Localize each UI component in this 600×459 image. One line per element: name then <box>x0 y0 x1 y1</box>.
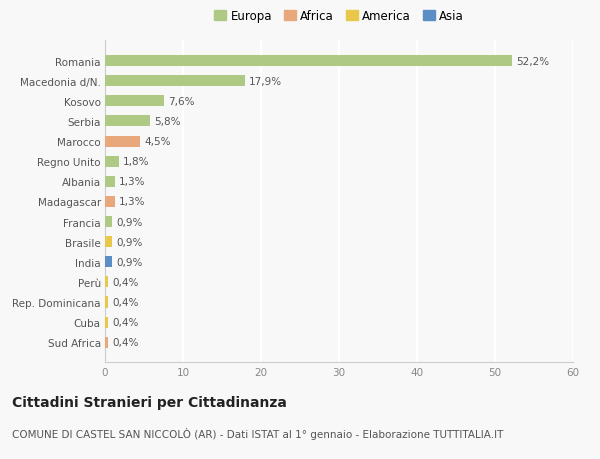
Bar <box>105 76 245 87</box>
Text: 7,6%: 7,6% <box>168 96 194 106</box>
Text: 4,5%: 4,5% <box>144 137 170 147</box>
Bar <box>105 317 108 328</box>
Text: 52,2%: 52,2% <box>516 56 549 67</box>
Bar <box>105 176 115 187</box>
Bar <box>105 297 108 308</box>
Bar <box>105 156 119 168</box>
Bar <box>105 116 150 127</box>
Text: 0,4%: 0,4% <box>112 277 139 287</box>
Text: 0,4%: 0,4% <box>112 297 139 308</box>
Text: 0,4%: 0,4% <box>112 318 139 327</box>
Bar <box>105 337 108 348</box>
Text: 0,9%: 0,9% <box>116 257 142 267</box>
Text: 17,9%: 17,9% <box>248 77 281 86</box>
Text: Cittadini Stranieri per Cittadinanza: Cittadini Stranieri per Cittadinanza <box>12 395 287 409</box>
Bar <box>105 96 164 107</box>
Bar <box>105 136 140 147</box>
Bar <box>105 196 115 207</box>
Text: 5,8%: 5,8% <box>154 117 181 127</box>
Bar <box>105 56 512 67</box>
Bar <box>105 277 108 288</box>
Bar <box>105 217 112 228</box>
Text: 1,3%: 1,3% <box>119 177 146 187</box>
Text: 1,3%: 1,3% <box>119 197 146 207</box>
Bar <box>105 257 112 268</box>
Legend: Europa, Africa, America, Asia: Europa, Africa, America, Asia <box>209 6 469 28</box>
Text: 0,9%: 0,9% <box>116 237 142 247</box>
Text: COMUNE DI CASTEL SAN NICCOLÒ (AR) - Dati ISTAT al 1° gennaio - Elaborazione TUTT: COMUNE DI CASTEL SAN NICCOLÒ (AR) - Dati… <box>12 427 503 439</box>
Text: 0,9%: 0,9% <box>116 217 142 227</box>
Text: 1,8%: 1,8% <box>123 157 149 167</box>
Bar <box>105 236 112 248</box>
Text: 0,4%: 0,4% <box>112 337 139 347</box>
